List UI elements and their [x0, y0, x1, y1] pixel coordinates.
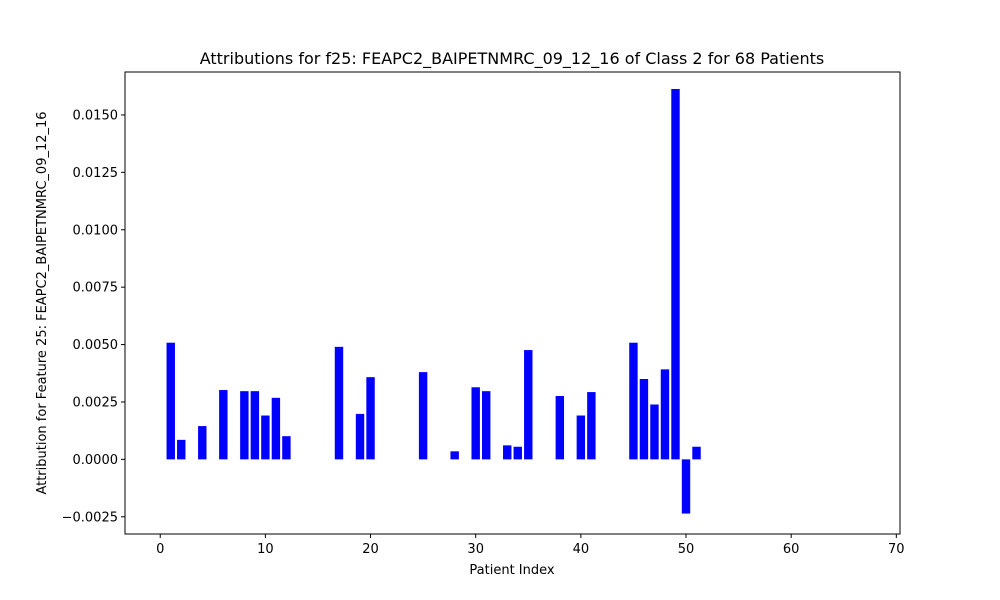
bar	[513, 446, 522, 460]
x-tick-label: 10	[257, 542, 274, 557]
x-axis-label: Patient Index	[469, 563, 554, 578]
bar	[418, 372, 428, 460]
plot-frame	[124, 71, 901, 535]
bar	[587, 392, 596, 460]
x-tick-label: 40	[573, 542, 590, 557]
bar	[471, 387, 480, 460]
bar	[692, 446, 701, 460]
bar	[639, 379, 649, 460]
bar	[166, 342, 175, 460]
bar	[177, 439, 186, 460]
bar	[524, 350, 533, 460]
bar	[671, 88, 680, 460]
y-tick-label: 0.0125	[73, 166, 119, 181]
y-axis-label: Attribution for Feature 25: FEAPC2_BAIPE…	[35, 111, 50, 494]
y-tick-label: 0.0150	[73, 108, 119, 123]
x-tick-label: 60	[783, 542, 800, 557]
x-tick-label: 30	[467, 542, 484, 557]
x-axis-ticks: 0 10 20 30 40 50 60 70	[156, 534, 905, 557]
bar	[450, 451, 459, 460]
bar	[482, 391, 491, 460]
x-tick-label: 50	[678, 542, 695, 557]
y-axis-ticks: −0.0025 0.0000 0.0025 0.0050 0.0075 0.0100 0.0…	[62, 108, 125, 525]
x-tick-label: 70	[888, 542, 905, 557]
bar	[660, 369, 670, 460]
bar	[261, 415, 270, 460]
bar	[629, 342, 638, 460]
x-tick-label: 0	[156, 542, 164, 557]
bar	[576, 415, 586, 460]
y-tick-label: 0.0050	[73, 338, 119, 353]
bar	[240, 391, 249, 460]
bars-group	[166, 88, 701, 514]
y-tick-label: 0.0100	[73, 223, 119, 238]
y-tick-label: 0.0000	[73, 453, 119, 468]
chart-title: Attributions for f25: FEAPC2_BAIPETNMRC_…	[200, 49, 825, 69]
y-tick-label: 0.0025	[73, 395, 119, 410]
bar	[271, 397, 281, 460]
bar	[282, 436, 291, 460]
bar	[334, 346, 344, 460]
bar	[355, 413, 365, 460]
bar	[503, 445, 512, 460]
y-tick-label: 0.0075	[73, 281, 119, 296]
bar	[650, 404, 659, 460]
bar	[366, 377, 375, 460]
y-tick-label: −0.0025	[62, 510, 118, 525]
x-tick-label: 20	[362, 542, 379, 557]
bar	[555, 395, 565, 460]
bar	[219, 390, 228, 460]
bar	[198, 426, 207, 460]
bar	[681, 459, 691, 514]
bar	[250, 391, 260, 460]
